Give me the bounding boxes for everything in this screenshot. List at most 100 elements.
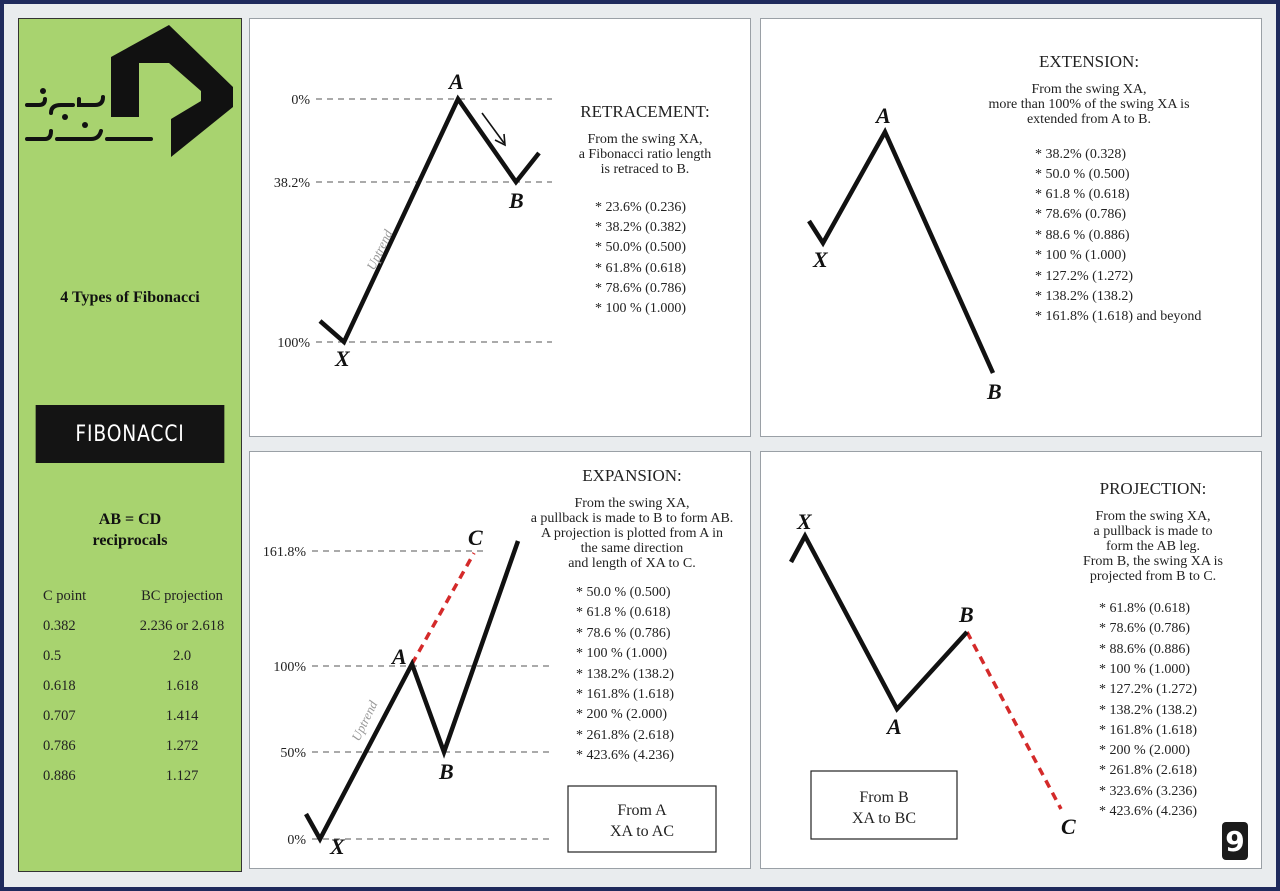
direction-arrow-icon xyxy=(481,112,506,147)
point-label-a: A xyxy=(874,103,891,128)
method-box xyxy=(567,785,717,853)
projection-diagram: X B A C PROJECTION: From the swing XA, a… xyxy=(789,479,1223,840)
sidebar-title: 4 Types of Fibonacci xyxy=(60,289,200,306)
point-label-b: B xyxy=(958,602,974,627)
c-point-value: 0.786 xyxy=(43,737,76,754)
reciprocals-table: C point BC projection 0.382 2.236 or 2.61… xyxy=(27,581,233,791)
desc-line: From the swing XA, xyxy=(587,132,702,147)
table-row: 0.618 1.618 xyxy=(27,671,233,701)
ratio-item: * 100 % (1.000) xyxy=(1035,248,1126,263)
retracement-diagram: 0% 38.2% 100% A B X Uptrend RETRACEMENT:… xyxy=(274,69,712,371)
projection-card: X B A C PROJECTION: From the swing XA, a… xyxy=(760,451,1262,869)
desc-line: extended from A to B. xyxy=(1027,112,1151,127)
projection-dashed-line xyxy=(965,631,1063,810)
method-box xyxy=(810,770,958,840)
ratio-item: * 161.8% (1.618) and beyond xyxy=(1035,309,1201,324)
extension-title: EXTENSION: xyxy=(1039,52,1139,71)
desc-line: is retraced to B. xyxy=(601,162,690,177)
ratio-item: * 50.0 % (0.500) xyxy=(1035,167,1130,182)
bc-projection-value: 1.414 xyxy=(165,707,199,724)
expansion-card: 161.8% 100% 50% 0% C A B X Uptrend EXPAN… xyxy=(249,451,751,869)
extension-diagram: A X B EXTENSION: From the swing XA, more… xyxy=(807,52,1201,404)
ratio-item: * 78.6 % (0.786) xyxy=(576,626,671,641)
point-label-a: A xyxy=(447,69,464,94)
ratio-item: * 423.6% (4.236) xyxy=(1099,804,1197,819)
ratio-item: * 38.2% (0.328) xyxy=(1035,147,1126,162)
point-label-x: X xyxy=(812,247,829,272)
point-label-x: X xyxy=(334,346,351,371)
point-label-c: C xyxy=(468,525,483,550)
ratio-item: * 23.6% (0.236) xyxy=(595,200,686,215)
desc-line: more than 100% of the swing XA is xyxy=(988,97,1189,112)
table-row: 0.5 2.0 xyxy=(27,641,233,671)
ratio-item: * 78.6% (0.786) xyxy=(595,281,686,296)
ratio-item: * 50.0% (0.500) xyxy=(595,240,686,255)
reciprocals-line-2: reciprocals xyxy=(92,532,168,549)
c-point-value: 0.707 xyxy=(43,707,76,724)
bc-projection-value: 2.236 or 2.618 xyxy=(139,617,225,634)
level-label-0: 0% xyxy=(287,833,306,848)
price-path xyxy=(304,540,521,844)
expansion-diagram: 161.8% 100% 50% 0% C A B X Uptrend EXPAN… xyxy=(263,466,734,859)
level-label-161: 161.8% xyxy=(263,545,307,560)
table-header: C point BC projection xyxy=(27,581,233,611)
ratio-item: * 50.0 % (0.500) xyxy=(576,585,671,600)
header-bc-projection: BC projection xyxy=(141,587,223,604)
point-label-x: X xyxy=(329,834,346,859)
price-path xyxy=(807,126,996,374)
desc-line: a pullback is made to B to form AB. xyxy=(531,511,734,526)
level-label-50: 50% xyxy=(280,746,306,761)
c-point-value: 0.382 xyxy=(43,617,76,634)
reciprocals-heading: AB = CD reciprocals xyxy=(19,509,241,551)
bc-projection-value: 2.0 xyxy=(172,647,192,664)
desc-line: projected from B to C. xyxy=(1090,569,1216,584)
method-box-line: From B xyxy=(859,789,908,806)
price-path xyxy=(318,94,541,346)
point-label-x: X xyxy=(796,509,813,534)
level-label-100: 100% xyxy=(273,660,306,675)
method-box-line: From A xyxy=(617,802,667,819)
point-label-c: C xyxy=(1061,814,1076,839)
reciprocals-line-1: AB = CD xyxy=(98,511,162,528)
retracement-title: RETRACEMENT: xyxy=(580,102,709,121)
point-label-b: B xyxy=(438,759,454,784)
desc-line: the same direction xyxy=(581,541,684,556)
ratio-item: * 100 % (1.000) xyxy=(576,646,667,661)
method-box-line: XA to AC xyxy=(610,823,674,840)
ratio-item: * 323.6% (3.236) xyxy=(1099,784,1197,799)
ratio-item: * 61.8% (0.618) xyxy=(595,261,686,276)
table-row: 0.382 2.236 or 2.618 xyxy=(27,611,233,641)
header-c-point: C point xyxy=(43,587,87,604)
bc-projection-value: 1.618 xyxy=(165,677,199,694)
level-label-38: 38.2% xyxy=(274,176,311,191)
desc-line: From the swing XA, xyxy=(574,496,689,511)
ratio-item: * 161.8% (1.618) xyxy=(576,687,674,702)
ratio-item: * 138.2% (138.2) xyxy=(1035,289,1133,304)
desc-line: a Fibonacci ratio length xyxy=(579,147,712,162)
ratio-item: * 200 % (2.000) xyxy=(1099,743,1190,758)
ratio-item: * 61.8 % (0.618) xyxy=(1035,187,1130,202)
section-band: FIBONACCI xyxy=(35,405,225,463)
desc-line: form the AB leg. xyxy=(1106,539,1200,554)
ratio-item: * 200 % (2.000) xyxy=(576,707,667,722)
bc-projection-value: 1.127 xyxy=(165,767,199,784)
ratio-item: * 261.8% (2.618) xyxy=(576,728,674,743)
projection-dashed-line xyxy=(410,552,476,665)
extension-card: A X B EXTENSION: From the swing XA, more… xyxy=(760,18,1262,437)
table-row: 0.886 1.127 xyxy=(27,761,233,791)
ratio-item: * 261.8% (2.618) xyxy=(1099,763,1197,778)
ratio-item: * 78.6% (0.786) xyxy=(1099,621,1190,636)
point-label-b: B xyxy=(508,188,524,213)
ratio-item: * 161.8% (1.618) xyxy=(1099,723,1197,738)
desc-line: From the swing XA, xyxy=(1031,82,1146,97)
trend-label: Uptrend xyxy=(363,227,395,273)
level-label-0: 0% xyxy=(291,93,310,108)
desc-line: a pullback is made to xyxy=(1094,524,1213,539)
desc-line: From B, the swing XA is xyxy=(1083,554,1223,569)
ratio-item: * 127.2% (1.272) xyxy=(1099,682,1197,697)
ratio-item: * 78.6% (0.786) xyxy=(1035,207,1126,222)
ratio-item: * 100 % (1.000) xyxy=(595,301,686,316)
c-point-value: 0.886 xyxy=(43,767,76,784)
point-label-a: A xyxy=(885,714,902,739)
retracement-card: 0% 38.2% 100% A B X Uptrend RETRACEMENT:… xyxy=(249,18,751,437)
